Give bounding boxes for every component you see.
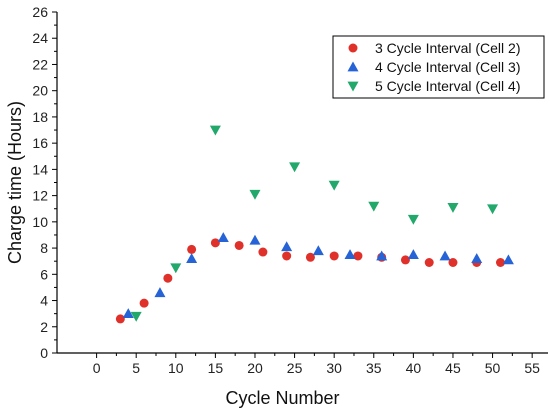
series-3-point (407, 214, 419, 225)
series-1-point (353, 251, 363, 261)
x-axis-title: Cycle Number (225, 388, 339, 408)
series-2-point (249, 234, 261, 245)
series-1-point (258, 247, 268, 257)
x-tick-label: 35 (366, 360, 382, 376)
series-2-point (407, 249, 419, 260)
series-1-point (115, 314, 125, 324)
series-3-point (170, 263, 182, 274)
series-1-point (329, 251, 339, 261)
y-tick-label: 20 (32, 83, 48, 99)
legend-marker-1 (348, 43, 358, 53)
y-tick-label: 18 (32, 109, 48, 125)
series-2-point (281, 241, 293, 252)
y-tick-label: 2 (40, 319, 48, 335)
series-1-point (187, 244, 197, 254)
series-2-point (122, 308, 134, 319)
series-2-point (186, 253, 198, 263)
data-marks (115, 125, 514, 324)
legend-label-1: 3 Cycle Interval (Cell 2) (375, 40, 521, 56)
series-1-point (163, 273, 173, 283)
series-3-point (368, 201, 380, 212)
y-axis-title: Charge time (Hours) (5, 101, 25, 264)
y-tick-label: 24 (32, 30, 48, 46)
series-2-point (376, 250, 388, 261)
series-2-point (439, 250, 451, 261)
y-tick-label: 12 (32, 188, 48, 204)
x-tick-label: 40 (406, 360, 422, 376)
legend-label-3: 5 Cycle Interval (Cell 4) (375, 78, 521, 94)
series-3-point (130, 311, 142, 322)
series-1-point (305, 252, 315, 262)
y-tick-label: 0 (40, 345, 48, 361)
series-2-point (217, 232, 229, 242)
series-1-point (139, 298, 149, 308)
series-1-point (282, 251, 292, 261)
x-tick-label: 20 (247, 360, 263, 376)
legend-box (332, 35, 545, 99)
series-2-point (502, 254, 514, 265)
x-tick-label: 0 (93, 360, 101, 376)
y-tick-label: 26 (32, 4, 48, 20)
series-3-point (209, 125, 221, 136)
legend: 3 Cycle Interval (Cell 2) 4 Cycle Interva… (332, 35, 545, 99)
y-tick-label: 14 (32, 161, 48, 177)
x-tick-label: 10 (168, 360, 184, 376)
y-tick-label: 8 (40, 240, 48, 256)
y-tick-label: 6 (40, 266, 48, 282)
series-2-point (471, 253, 483, 263)
x-tick-label: 30 (326, 360, 342, 376)
legend-marker-2 (347, 61, 359, 72)
x-tick-label: 55 (524, 360, 540, 376)
x-tick-label: 25 (287, 360, 303, 376)
series-1-point (448, 258, 458, 268)
series-2-point (312, 245, 324, 256)
series-3-point (328, 180, 340, 191)
series-3-point (289, 162, 301, 173)
y-tick-label: 16 (32, 135, 48, 151)
axes: 0 5 10 15 20 25 30 35 40 45 50 55024681012141618202… (5, 4, 548, 408)
y-tick-label: 10 (32, 214, 48, 230)
y-tick-label: 4 (40, 293, 48, 309)
series-3-point (249, 189, 261, 200)
series-1-point (495, 258, 505, 268)
legend-label-2: 4 Cycle Interval (Cell 3) (375, 59, 521, 75)
series-1-point (400, 255, 410, 265)
x-tick-label: 15 (208, 360, 224, 376)
series-1-point (234, 240, 244, 250)
series-1-point (424, 258, 434, 268)
y-tick-label: 22 (32, 56, 48, 72)
x-tick-label: 45 (445, 360, 461, 376)
x-tick-label: 50 (485, 360, 501, 376)
series-2-point (344, 249, 356, 260)
series-3-point (447, 203, 459, 213)
series-3-point (487, 204, 499, 215)
x-tick-label: 5 (132, 360, 140, 376)
series-2-point (154, 287, 166, 298)
legend-marker-3 (347, 81, 359, 92)
series-1-point (210, 238, 220, 248)
